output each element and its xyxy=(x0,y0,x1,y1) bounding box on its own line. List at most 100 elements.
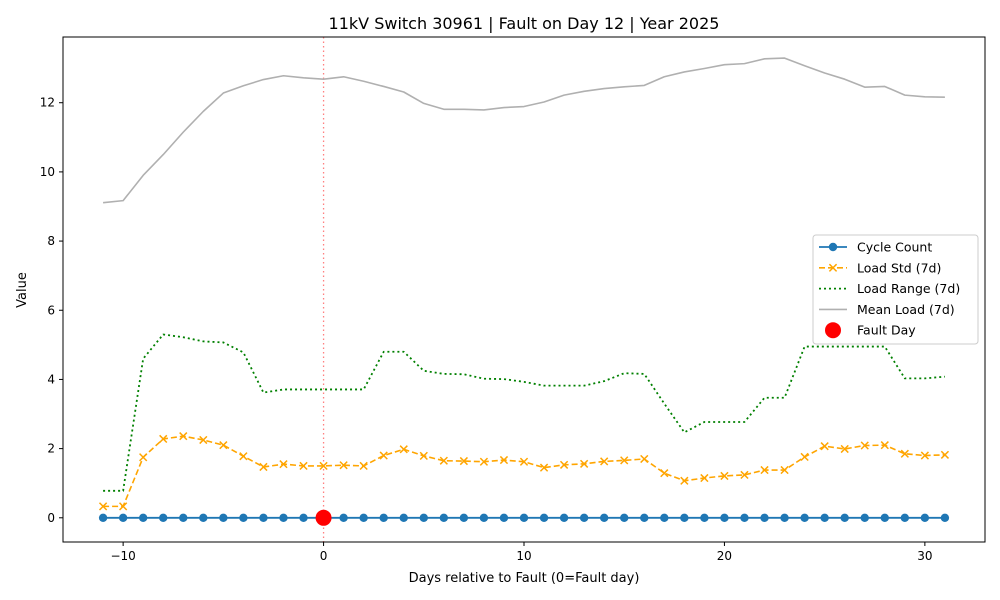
data-point-cycle-count xyxy=(820,513,829,522)
data-point-cycle-count xyxy=(900,513,910,522)
data-point-cycle-count xyxy=(940,513,950,522)
data-point-load-std-7d xyxy=(159,434,168,444)
data-point-load-std-7d xyxy=(640,454,649,464)
legend-swatch-fault-day xyxy=(825,322,841,339)
data-point-cycle-count xyxy=(800,513,809,522)
data-point-load-std-7d xyxy=(800,452,809,462)
y-tick-label: 4 xyxy=(47,372,55,386)
data-point-cycle-count xyxy=(499,513,509,522)
data-point-load-std-7d xyxy=(339,461,348,470)
data-point-load-std-7d xyxy=(299,461,308,471)
data-point-load-std-7d xyxy=(239,452,248,461)
data-point-cycle-count xyxy=(459,513,469,522)
y-tick-label: 0 xyxy=(47,511,55,525)
data-point-cycle-count xyxy=(98,513,108,522)
y-tick-label: 10 xyxy=(40,165,55,179)
legend-label-fault-day: Fault Day xyxy=(857,323,916,338)
data-point-cycle-count xyxy=(880,513,889,522)
data-point-cycle-count xyxy=(559,513,569,522)
chart-title: 11kV Switch 30961 | Fault on Day 12 | Ye… xyxy=(329,14,720,33)
data-point-load-std-7d xyxy=(579,459,589,468)
series-line-load-range-7d xyxy=(103,333,945,492)
data-point-load-std-7d xyxy=(379,451,388,460)
data-point-load-std-7d xyxy=(118,502,128,511)
data-point-load-std-7d xyxy=(680,476,689,485)
data-point-cycle-count xyxy=(860,513,869,522)
data-point-load-std-7d xyxy=(539,463,549,472)
data-point-cycle-count xyxy=(660,513,669,522)
data-point-cycle-count xyxy=(359,513,368,522)
x-tick-label: 30 xyxy=(917,549,932,563)
data-point-load-std-7d xyxy=(860,441,869,450)
data-point-load-std-7d xyxy=(419,451,428,461)
fault-day-marker xyxy=(315,509,332,526)
data-point-load-std-7d xyxy=(439,456,448,465)
series-line-mean-load-7d xyxy=(103,57,945,204)
y-tick-label: 12 xyxy=(40,96,55,110)
data-point-load-std-7d xyxy=(740,470,749,480)
data-point-load-std-7d xyxy=(479,457,489,466)
data-point-cycle-count xyxy=(539,513,549,522)
data-point-load-std-7d xyxy=(820,442,829,451)
data-point-cycle-count xyxy=(920,513,930,522)
data-point-cycle-count xyxy=(279,513,288,522)
data-point-cycle-count xyxy=(579,513,589,522)
legend-label-load-std-7d: Load Std (7d) xyxy=(857,260,941,275)
plot-area xyxy=(62,36,986,543)
legend-marker-cycle-count xyxy=(828,242,838,252)
data-point-load-std-7d xyxy=(660,469,669,478)
data-point-load-std-7d xyxy=(399,445,408,454)
data-point-cycle-count xyxy=(640,513,649,522)
legend-box xyxy=(812,234,979,345)
legend-label-mean-load-7d: Mean Load (7d) xyxy=(857,302,955,317)
data-point-load-std-7d xyxy=(179,432,188,441)
data-point-load-std-7d xyxy=(900,449,909,458)
data-point-load-std-7d xyxy=(319,461,328,471)
data-point-cycle-count xyxy=(118,513,128,522)
data-point-load-std-7d xyxy=(259,462,268,472)
data-point-cycle-count xyxy=(599,513,609,522)
data-point-load-std-7d xyxy=(840,444,849,454)
y-axis-label: Value xyxy=(15,272,30,308)
legend-label-cycle-count: Cycle Count xyxy=(857,240,932,255)
data-point-cycle-count xyxy=(720,513,729,522)
data-point-load-std-7d xyxy=(499,455,509,465)
y-tick-label: 6 xyxy=(47,303,55,317)
data-point-cycle-count xyxy=(620,513,629,522)
data-point-load-std-7d xyxy=(139,453,148,462)
data-point-load-std-7d xyxy=(459,456,469,466)
data-point-cycle-count xyxy=(259,513,268,522)
data-point-cycle-count xyxy=(399,513,408,522)
data-point-cycle-count xyxy=(199,513,208,522)
data-point-load-std-7d xyxy=(780,465,789,475)
data-point-cycle-count xyxy=(219,513,228,522)
data-point-cycle-count xyxy=(680,513,689,522)
data-point-load-std-7d xyxy=(519,457,529,466)
data-point-load-std-7d xyxy=(720,471,729,481)
data-point-load-std-7d xyxy=(199,435,208,445)
data-point-cycle-count xyxy=(840,513,849,522)
data-point-load-std-7d xyxy=(620,456,629,465)
data-point-load-std-7d xyxy=(279,460,288,469)
data-point-cycle-count xyxy=(339,513,348,522)
x-axis: −10 0 10 20 30 xyxy=(110,542,933,563)
data-point-load-std-7d xyxy=(98,502,108,511)
y-tick-label: 8 xyxy=(47,234,55,248)
legend: Cycle Count Load Std (7d) Load Range (7d) M… xyxy=(812,234,979,345)
data-point-cycle-count xyxy=(179,513,188,522)
y-axis: 0 2 4 6 8 10 12 xyxy=(40,96,63,525)
data-point-cycle-count xyxy=(700,513,709,522)
data-point-cycle-count xyxy=(239,513,248,522)
x-tick-label: 0 xyxy=(320,549,328,563)
data-point-load-std-7d xyxy=(940,450,950,459)
data-point-load-std-7d xyxy=(880,441,889,450)
data-point-load-std-7d xyxy=(359,461,368,471)
x-tick-label: 10 xyxy=(516,549,531,563)
data-point-cycle-count xyxy=(159,513,168,522)
legend-label-load-range-7d: Load Range (7d) xyxy=(857,281,960,296)
data-point-cycle-count xyxy=(379,513,388,522)
legend-marker-load-std-7d xyxy=(828,263,838,272)
data-point-cycle-count xyxy=(138,513,148,522)
data-point-cycle-count xyxy=(519,513,529,522)
